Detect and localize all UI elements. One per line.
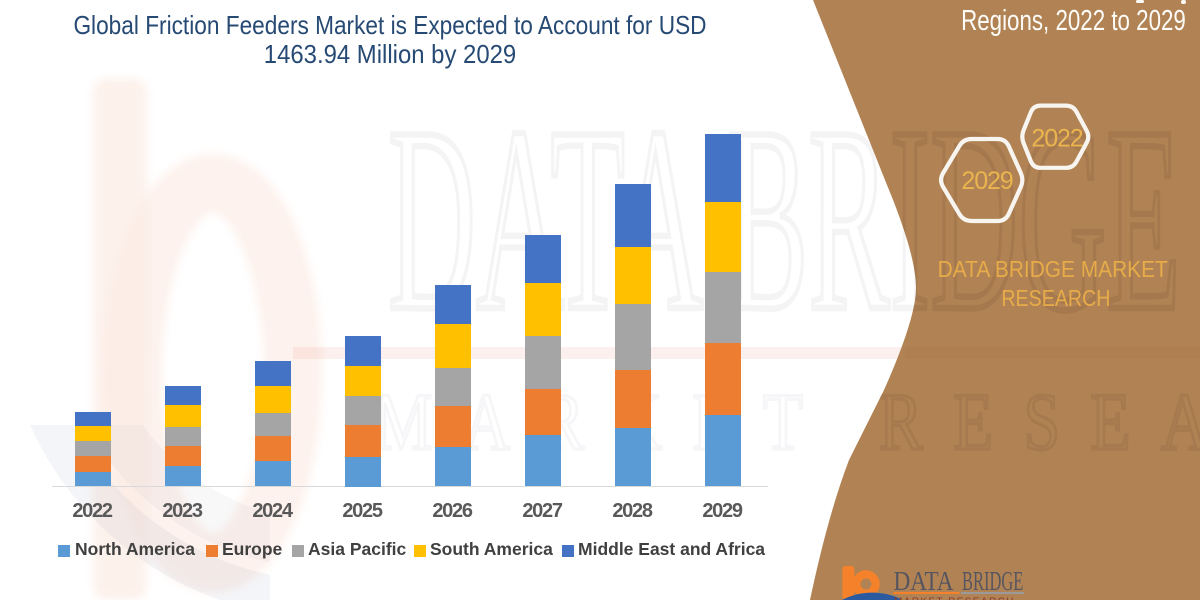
svg-text:2029: 2029 [961,167,1012,195]
svg-text:2022: 2022 [1031,125,1082,153]
svg-text:MARKET RESEARCH: MARKET RESEARCH [894,597,1015,600]
svg-text:BRIDGE: BRIDGE [962,566,1023,596]
svg-text:DATA: DATA [894,567,954,596]
